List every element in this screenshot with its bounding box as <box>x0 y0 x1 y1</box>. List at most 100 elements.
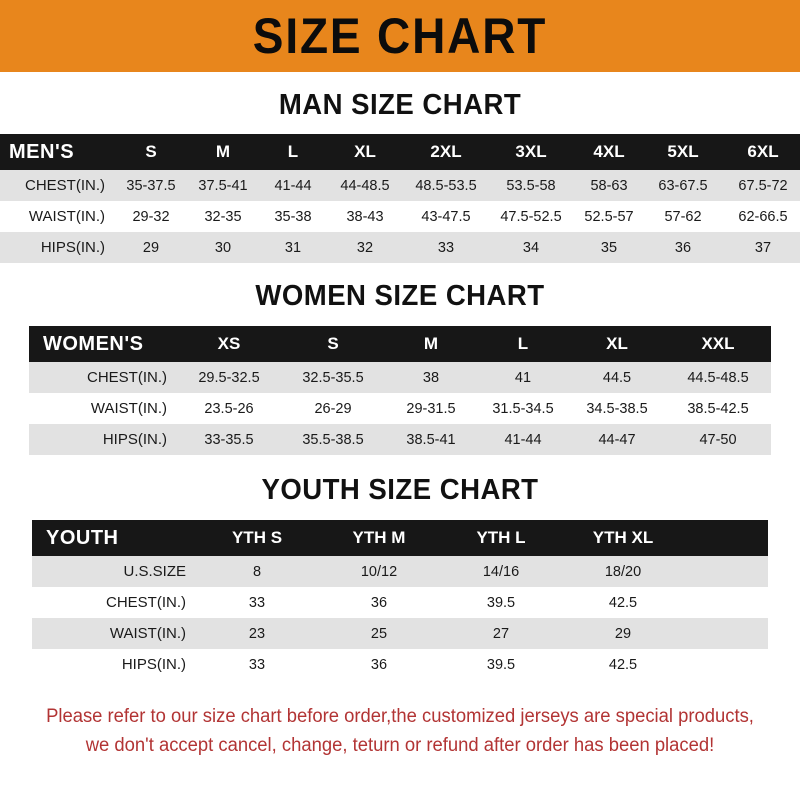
cell: 38-43 <box>346 208 384 225</box>
cell: 44-48.5 <box>340 177 390 194</box>
cell: 32 <box>356 239 374 256</box>
row-label: WAIST(IN.) <box>28 208 105 225</box>
footer-line-2: we don't accept cancel, change, teturn o… <box>85 735 715 757</box>
cell: 42.5 <box>608 656 638 673</box>
cell: 41-44 <box>274 177 312 194</box>
man-header-label: MEN'S <box>9 140 75 163</box>
cell: 39.5 <box>486 594 516 611</box>
cell: 34 <box>522 239 540 256</box>
cell: 29-31.5 <box>406 400 456 417</box>
cell: 44.5 <box>602 369 632 386</box>
man-col-header: 5XL <box>667 142 699 161</box>
cell: 48.5-53.5 <box>415 177 477 194</box>
women-table-container: WOMEN'S XS S M L XL XXL CHEST(IN.) 29.5-… <box>0 326 800 455</box>
youth-header-label: YOUTH <box>46 526 119 549</box>
row-label: HIPS(IN.) <box>40 239 105 256</box>
cell: 30 <box>214 239 232 256</box>
cell: 58-63 <box>590 177 628 194</box>
cell: 57-62 <box>664 208 702 225</box>
cell: 33 <box>248 656 266 673</box>
women-header-label: WOMEN'S <box>43 332 144 355</box>
cell: 63-67.5 <box>658 177 708 194</box>
cell: 43-47.5 <box>421 208 471 225</box>
page-banner: SIZE CHART <box>0 0 800 72</box>
cell: 8 <box>252 563 262 580</box>
youth-header-spacer <box>684 520 768 556</box>
row-label: CHEST(IN.) <box>106 594 186 611</box>
women-col-header: L <box>517 334 529 353</box>
table-row: HIPS(IN.) 33-35.5 35.5-38.5 38.5-41 41-4… <box>29 424 771 455</box>
youth-col-header: YTH L <box>476 528 526 547</box>
cell: 26-29 <box>314 400 352 417</box>
cell: 41-44 <box>504 431 542 448</box>
youth-size-table: YOUTH YTH S YTH M YTH L YTH XL U.S.SIZE … <box>32 520 768 680</box>
man-col-header: 3XL <box>515 142 547 161</box>
cell: 29 <box>142 239 160 256</box>
cell: 38 <box>422 369 440 386</box>
cell: 53.5-58 <box>506 177 556 194</box>
cell: 25 <box>370 625 388 642</box>
cell-spacer <box>684 556 768 587</box>
cell: 18/20 <box>604 563 642 580</box>
cell-spacer <box>684 587 768 618</box>
man-col-header: 6XL <box>747 142 779 161</box>
cell: 47-50 <box>699 431 737 448</box>
table-row: CHEST(IN.) 29.5-32.5 32.5-35.5 38 41 44.… <box>29 362 771 393</box>
footer-disclaimer: Please refer to our size chart before or… <box>12 702 788 761</box>
table-row: CHEST(IN.) 33 36 39.5 42.5 <box>32 587 768 618</box>
table-row: HIPS(IN.) 33 36 39.5 42.5 <box>32 649 768 680</box>
women-size-table: WOMEN'S XS S M L XL XXL CHEST(IN.) 29.5-… <box>29 326 771 455</box>
row-label: CHEST(IN.) <box>87 369 167 386</box>
footer-line-1: Please refer to our size chart before or… <box>46 706 754 727</box>
cell: 44.5-48.5 <box>687 369 749 386</box>
row-label: WAIST(IN.) <box>90 400 167 417</box>
women-section-title: WOMEN SIZE CHART <box>255 280 545 312</box>
cell: 23 <box>248 625 266 642</box>
women-header-row: WOMEN'S XS S M L XL XXL <box>29 326 771 362</box>
row-label: HIPS(IN.) <box>102 431 167 448</box>
man-col-header: L <box>287 142 299 161</box>
cell: 27 <box>492 625 510 642</box>
man-col-header: S <box>145 142 157 161</box>
man-col-header: 4XL <box>593 142 625 161</box>
cell: 47.5-52.5 <box>500 208 562 225</box>
cell: 44-47 <box>598 431 636 448</box>
table-row: U.S.SIZE 8 10/12 14/16 18/20 <box>32 556 768 587</box>
cell: 35 <box>600 239 618 256</box>
row-label: U.S.SIZE <box>123 563 186 580</box>
youth-col-header: YTH S <box>231 528 283 547</box>
table-row: HIPS(IN.) 29 30 31 32 33 34 35 36 37 <box>0 232 800 263</box>
cell: 37 <box>754 239 772 256</box>
table-row: CHEST(IN.) 35-37.5 37.5-41 41-44 44-48.5… <box>0 170 800 201</box>
cell: 38.5-42.5 <box>687 400 749 417</box>
man-col-header: M <box>215 142 231 161</box>
cell: 29.5-32.5 <box>198 369 260 386</box>
cell: 32-35 <box>204 208 242 225</box>
page-title: SIZE CHART <box>252 8 548 64</box>
cell: 33 <box>437 239 455 256</box>
women-col-header: XXL <box>701 334 735 353</box>
cell: 33 <box>248 594 266 611</box>
table-row: WAIST(IN.) 23.5-26 26-29 29-31.5 31.5-34… <box>29 393 771 424</box>
cell: 33-35.5 <box>204 431 254 448</box>
row-label: CHEST(IN.) <box>25 177 105 194</box>
cell: 31.5-34.5 <box>492 400 554 417</box>
cell: 32.5-35.5 <box>302 369 364 386</box>
cell: 34.5-38.5 <box>586 400 648 417</box>
table-row: WAIST(IN.) 23 25 27 29 <box>32 618 768 649</box>
cell: 35-38 <box>274 208 312 225</box>
cell: 23.5-26 <box>204 400 254 417</box>
youth-col-header: YTH XL <box>592 528 654 547</box>
cell: 14/16 <box>482 563 520 580</box>
cell: 36 <box>370 656 388 673</box>
cell: 29-32 <box>132 208 170 225</box>
women-col-header: S <box>327 334 339 353</box>
table-row: WAIST(IN.) 29-32 32-35 35-38 38-43 43-47… <box>0 201 800 232</box>
row-label: WAIST(IN.) <box>109 625 186 642</box>
youth-section-title: YOUTH SIZE CHART <box>261 474 539 506</box>
cell-spacer <box>684 618 768 649</box>
cell: 35-37.5 <box>126 177 176 194</box>
cell: 36 <box>370 594 388 611</box>
youth-header-row: YOUTH YTH S YTH M YTH L YTH XL <box>32 520 768 556</box>
